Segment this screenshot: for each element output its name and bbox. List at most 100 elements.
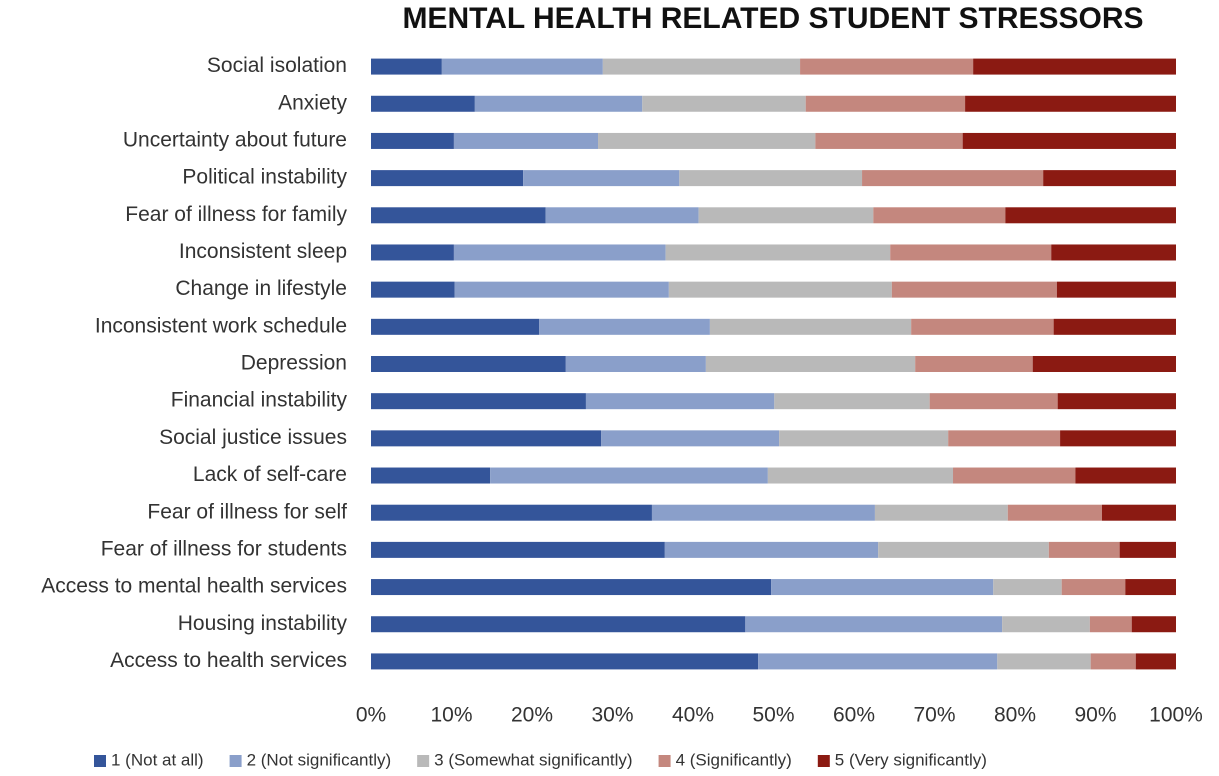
x-tick-label: 60%	[833, 704, 875, 727]
bar-segment	[973, 58, 1176, 75]
bar-segment	[601, 430, 780, 447]
bar-segment	[642, 95, 806, 112]
legend-label: 2 (Not significantly)	[247, 750, 392, 769]
bar-segment	[679, 170, 863, 187]
bar-segment	[878, 541, 1049, 558]
bar-segment	[779, 430, 949, 447]
y-tick-label: Financial instability	[171, 389, 348, 412]
legend-label: 3 (Somewhat significantly)	[434, 750, 632, 769]
bar-segment	[371, 58, 442, 75]
bar-segment	[953, 467, 1076, 484]
bar-segment	[539, 318, 710, 335]
bar-segment	[371, 653, 759, 670]
y-tick-label: Fear of illness for students	[101, 537, 347, 560]
y-tick-label: Fear of illness for self	[147, 500, 347, 523]
bar-segment	[758, 653, 998, 670]
bar-segment	[371, 95, 475, 112]
y-tick-label: Social justice issues	[159, 426, 347, 449]
bar-segment	[1002, 616, 1090, 633]
bar-segment	[668, 281, 892, 298]
x-tick-label: 10%	[430, 704, 472, 727]
bar-segment	[565, 356, 706, 372]
bar-segment	[1053, 318, 1176, 335]
bar-segment	[598, 132, 816, 149]
legend-swatch	[817, 755, 830, 767]
x-tick-label: 90%	[1074, 704, 1116, 727]
bar-segment	[1101, 504, 1176, 521]
bar-segment	[371, 132, 454, 149]
bar-segment	[1057, 393, 1176, 410]
y-tick-label: Access to health services	[110, 649, 347, 672]
bar-segment	[371, 207, 546, 224]
bar-segment	[705, 356, 916, 372]
bar-segment	[1032, 356, 1176, 372]
bar-segment	[915, 356, 1033, 372]
bar-segment	[1048, 541, 1120, 558]
y-tick-label: Political instability	[182, 166, 347, 189]
y-tick-label: Housing instability	[178, 612, 348, 635]
legend-label: 4 (Significantly)	[676, 750, 792, 769]
x-tick-label: 100%	[1149, 704, 1203, 727]
y-tick-label: Lack of self-care	[193, 463, 347, 486]
bar-segment	[602, 58, 801, 75]
y-tick-label: Change in lifestyle	[175, 277, 347, 300]
y-tick-label: Depression	[241, 352, 347, 375]
bar-segment	[371, 356, 566, 372]
bar-segment	[965, 95, 1176, 112]
bar-segment	[709, 318, 912, 335]
legend-swatch	[417, 755, 430, 767]
bar-segment	[474, 95, 643, 112]
bar-segment	[371, 467, 491, 484]
bar-segment	[767, 467, 954, 484]
bar-segment	[1061, 579, 1126, 596]
bar-segment	[371, 393, 586, 410]
x-tick-label: 50%	[752, 704, 794, 727]
y-tick-label: Anxiety	[278, 91, 347, 114]
x-tick-label: 30%	[591, 704, 633, 727]
bar-segment	[993, 579, 1062, 596]
bar-segment	[1089, 616, 1132, 633]
bar-segment	[371, 244, 454, 261]
bar-segment	[891, 281, 1057, 298]
bar-segment	[371, 318, 540, 335]
chart-title: MENTAL HEALTH RELATED STUDENT STRESSORS	[402, 2, 1143, 35]
bar-segment	[651, 504, 875, 521]
bar-segment	[371, 504, 652, 521]
bar-segment	[1119, 541, 1176, 558]
bar-segment	[1060, 430, 1176, 447]
bar-segment	[815, 132, 963, 149]
bar-segment	[771, 579, 994, 596]
bar-segment	[1090, 653, 1136, 670]
bar-segment	[1125, 579, 1176, 596]
legend-label: 1 (Not at all)	[111, 750, 204, 769]
bar-segment	[911, 318, 1054, 335]
y-tick-label: Social isolation	[207, 54, 347, 77]
y-tick-label: Inconsistent work schedule	[95, 314, 347, 337]
y-tick-label: Inconsistent sleep	[179, 240, 347, 263]
y-tick-label: Access to mental health services	[41, 575, 347, 598]
bar-segment	[545, 207, 699, 224]
x-tick-label: 0%	[356, 704, 386, 727]
legend-swatch	[229, 755, 242, 767]
bar-segment	[523, 170, 680, 187]
bar-segment	[371, 430, 602, 447]
bar-segment	[805, 95, 966, 112]
bar-segment	[453, 244, 666, 261]
bar-segment	[371, 616, 746, 633]
bar-segment	[1051, 244, 1176, 261]
bar-segment	[585, 393, 775, 410]
bar-segment	[1056, 281, 1176, 298]
x-tick-label: 40%	[672, 704, 714, 727]
bar-segment	[490, 467, 768, 484]
y-tick-label: Fear of illness for family	[125, 203, 347, 226]
bar-segment	[665, 244, 891, 261]
x-tick-label: 20%	[511, 704, 553, 727]
bar-segment	[441, 58, 603, 75]
bar-segment	[890, 244, 1052, 261]
bar-segment	[873, 207, 1006, 224]
bar-segment	[698, 207, 874, 224]
bar-segment	[453, 132, 599, 149]
bar-segment	[371, 281, 455, 298]
bar-segment	[997, 653, 1091, 670]
